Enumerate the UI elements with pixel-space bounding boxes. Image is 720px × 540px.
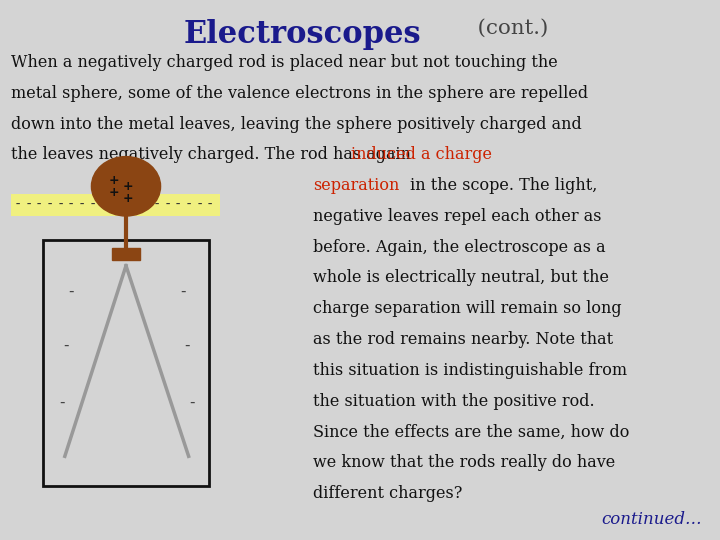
Text: separation: separation <box>313 177 400 194</box>
Text: -: - <box>180 284 186 299</box>
Text: continued…: continued… <box>601 511 702 528</box>
Text: -: - <box>206 198 215 212</box>
Text: the situation with the positive rod.: the situation with the positive rod. <box>313 393 595 409</box>
Text: metal sphere, some of the valence electrons in the sphere are repelled: metal sphere, some of the valence electr… <box>11 85 588 102</box>
Text: +: + <box>123 180 133 193</box>
Text: before. Again, the electroscope as a: before. Again, the electroscope as a <box>313 239 606 255</box>
Bar <box>112 248 140 260</box>
Text: +: + <box>123 192 133 205</box>
Text: Since the effects are the same, how do: Since the effects are the same, how do <box>313 423 629 440</box>
Text: -: - <box>14 198 22 212</box>
Text: -: - <box>24 198 32 212</box>
Text: different charges?: different charges? <box>313 485 462 502</box>
Text: +: + <box>109 174 119 187</box>
Text: -: - <box>78 198 86 212</box>
Text: -: - <box>99 198 107 212</box>
Text: -: - <box>174 198 182 212</box>
Text: we know that the rods really do have: we know that the rods really do have <box>313 454 616 471</box>
Text: -: - <box>67 198 76 212</box>
Text: -: - <box>142 198 150 212</box>
Text: -: - <box>131 198 140 212</box>
Text: -: - <box>184 338 190 353</box>
Text: -: - <box>56 198 65 212</box>
Text: in the scope. The light,: in the scope. The light, <box>405 177 598 194</box>
Text: -: - <box>189 395 194 410</box>
Text: this situation is indistinguishable from: this situation is indistinguishable from <box>313 362 627 379</box>
Text: -: - <box>163 198 171 212</box>
Text: (cont.): (cont.) <box>464 19 549 38</box>
Text: -: - <box>59 395 65 410</box>
Bar <box>11 194 220 216</box>
Text: +: + <box>109 186 119 199</box>
Text: -: - <box>110 198 118 212</box>
Text: -: - <box>46 198 54 212</box>
Text: -: - <box>120 198 129 212</box>
Text: -: - <box>68 284 73 299</box>
Bar <box>43 240 209 486</box>
Ellipse shape <box>91 157 161 216</box>
Text: -: - <box>184 198 193 212</box>
Text: -: - <box>89 198 97 212</box>
Text: the leaves negatively charged. The rod has again: the leaves negatively charged. The rod h… <box>11 146 416 163</box>
Text: negative leaves repel each other as: negative leaves repel each other as <box>313 208 602 225</box>
Text: -: - <box>153 198 161 212</box>
Text: down into the metal leaves, leaving the sphere positively charged and: down into the metal leaves, leaving the … <box>11 116 582 132</box>
Text: -: - <box>195 198 204 212</box>
Text: -: - <box>63 338 69 353</box>
Text: -: - <box>35 198 43 212</box>
Text: whole is electrically neutral, but the: whole is electrically neutral, but the <box>313 269 609 286</box>
Text: as the rod remains nearby. Note that: as the rod remains nearby. Note that <box>313 331 613 348</box>
Text: induced a charge: induced a charge <box>351 146 492 163</box>
Text: When a negatively charged rod is placed near but not touching the: When a negatively charged rod is placed … <box>11 54 557 71</box>
Text: Electroscopes: Electroscopes <box>184 19 421 50</box>
Text: charge separation will remain so long: charge separation will remain so long <box>313 300 622 317</box>
